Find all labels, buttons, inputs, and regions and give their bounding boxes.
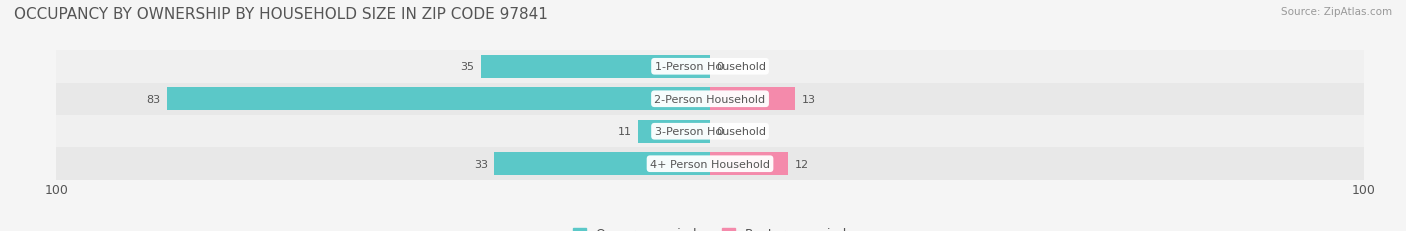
Text: 1-Person Household: 1-Person Household (655, 62, 765, 72)
Bar (481, 56, 710, 78)
Text: 13: 13 (801, 94, 815, 104)
Legend: Owner-occupied, Renter-occupied: Owner-occupied, Renter-occupied (568, 222, 852, 231)
Bar (710, 88, 794, 111)
Bar (710, 153, 789, 175)
Text: 0: 0 (717, 62, 724, 72)
Bar (495, 153, 710, 175)
Text: 4+ Person Household: 4+ Person Household (650, 159, 770, 169)
Text: 3-Person Household: 3-Person Household (655, 127, 765, 137)
Text: 0: 0 (717, 127, 724, 137)
Bar (56, 51, 1364, 83)
Text: 35: 35 (461, 62, 475, 72)
Text: 11: 11 (617, 127, 631, 137)
Bar (56, 83, 1364, 116)
Text: 33: 33 (474, 159, 488, 169)
Text: 2-Person Household: 2-Person Household (654, 94, 766, 104)
Bar (56, 116, 1364, 148)
Text: 12: 12 (794, 159, 808, 169)
Text: OCCUPANCY BY OWNERSHIP BY HOUSEHOLD SIZE IN ZIP CODE 97841: OCCUPANCY BY OWNERSHIP BY HOUSEHOLD SIZE… (14, 7, 548, 22)
Bar (56, 148, 1364, 180)
Bar (167, 88, 710, 111)
Bar (638, 120, 710, 143)
Text: Source: ZipAtlas.com: Source: ZipAtlas.com (1281, 7, 1392, 17)
Text: 83: 83 (146, 94, 160, 104)
